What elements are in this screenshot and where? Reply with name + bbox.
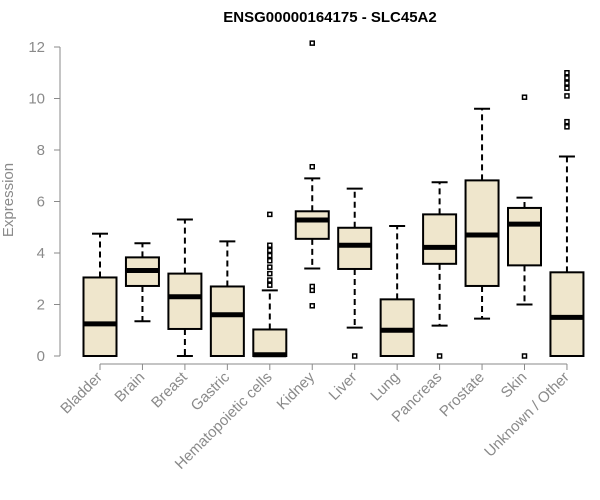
outlier-point: [267, 270, 273, 277]
outlier-point: [267, 211, 273, 218]
box: [337, 226, 373, 270]
outlier-point: [267, 282, 273, 288]
outlier-point: [564, 70, 570, 76]
box: [209, 285, 245, 358]
x-tick-label: Prostate: [436, 369, 488, 421]
outlier-point: [267, 264, 273, 270]
outlier-point: [564, 93, 570, 99]
outlier-point: [309, 303, 315, 309]
y-tick-label: 0: [37, 348, 45, 365]
box: [167, 272, 203, 330]
x-tick-label: Liver: [326, 369, 361, 404]
x-tick-label: Lung: [367, 369, 403, 405]
outlier-point: [521, 94, 528, 100]
outlier-point: [564, 118, 570, 125]
outlier-point: [309, 163, 315, 170]
y-tick-label: 2: [37, 297, 45, 314]
outlier-point: [267, 257, 273, 264]
outlier-point: [309, 283, 315, 290]
chart-title: ENSG00000164175 - SLC45A2: [223, 9, 436, 26]
box: [422, 213, 458, 265]
outlier-point: [521, 353, 528, 359]
outlier-point: [267, 242, 273, 249]
outlier-point: [564, 80, 570, 86]
x-tick-label: Bladder: [57, 369, 106, 418]
outlier-point: [267, 252, 273, 259]
x-tick-label: Kidney: [274, 368, 319, 413]
outlier-point: [351, 353, 358, 359]
x-tick-label: Brain: [111, 369, 148, 406]
y-tick-label: 12: [28, 39, 45, 56]
outlier-point: [564, 75, 570, 81]
box: [252, 328, 288, 358]
outlier-point: [267, 247, 273, 254]
outlier-point: [564, 85, 570, 91]
y-tick-label: 4: [37, 245, 45, 262]
outlier-point: [436, 353, 443, 359]
x-tick-label: Skin: [498, 369, 531, 402]
box: [549, 271, 585, 357]
box: [294, 210, 330, 240]
outlier-point: [309, 40, 315, 46]
outlier-point: [564, 124, 570, 130]
box: [379, 298, 415, 358]
outlier-point: [267, 277, 273, 283]
x-tick-label: Breast: [148, 368, 191, 411]
y-axis-label: Expression: [0, 163, 17, 237]
y-tick-label: 6: [37, 194, 45, 211]
y-tick-label: 8: [37, 142, 45, 159]
box: [82, 276, 118, 357]
box: [507, 206, 542, 267]
y-tick-label: 10: [28, 91, 45, 108]
